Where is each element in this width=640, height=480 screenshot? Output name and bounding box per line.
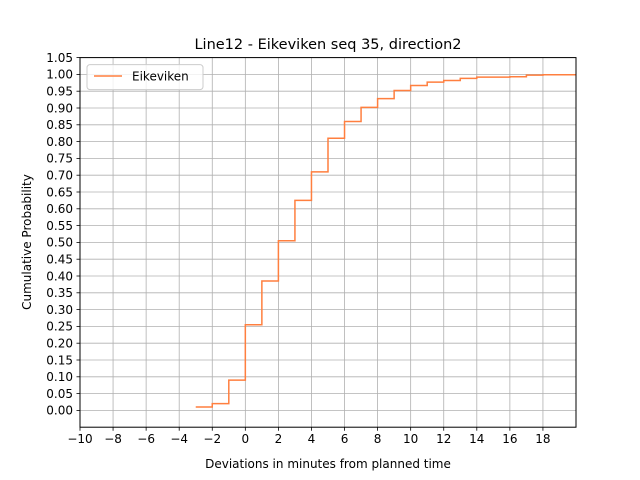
- x-axis-label: Deviations in minutes from planned time: [205, 457, 451, 471]
- x-tick-label: 0: [242, 432, 250, 446]
- y-tick-label: 0.10: [46, 370, 73, 384]
- x-tick-label: −6: [137, 432, 155, 446]
- y-tick-label: 0.25: [46, 320, 73, 334]
- y-tick-label: 0.40: [46, 269, 73, 283]
- x-tick-label: 18: [535, 432, 550, 446]
- y-tick-label: 0.95: [46, 85, 73, 99]
- y-tick-label: 0.45: [46, 253, 73, 267]
- x-tick-label: 8: [374, 432, 382, 446]
- grid: [79, 57, 576, 428]
- y-tick-label: 0.70: [46, 169, 73, 183]
- y-tick-label: 0.90: [46, 101, 73, 115]
- legend-box: [86, 64, 204, 91]
- y-axis-label: Cumulative Probability: [20, 174, 34, 310]
- y-tick-label: 0.60: [46, 202, 73, 216]
- legend-label: Eikeviken: [132, 70, 189, 84]
- y-tick-label: 0.85: [46, 118, 73, 132]
- y-tick-label: 0.80: [46, 135, 73, 149]
- y-tick-label: 0.75: [46, 152, 73, 166]
- y-tick-label: 0.30: [46, 303, 73, 317]
- y-tick-label: 0.65: [46, 185, 73, 199]
- x-axis-ticks: −10 −8 −6 −4 −2 0 2 4 6 8 10 12 14 16 18: [67, 427, 551, 446]
- y-tick-label: 1.05: [46, 51, 73, 65]
- series-line-eikeviken: [195, 73, 576, 408]
- x-tick-label: −4: [170, 432, 188, 446]
- chart-title: Line12 - Eikeviken seq 35, direction2: [194, 37, 461, 53]
- y-tick-label: 0.05: [46, 387, 73, 401]
- y-tick-label: 1.00: [46, 68, 73, 82]
- x-tick-label: 12: [436, 432, 451, 446]
- x-tick-label: 6: [341, 432, 349, 446]
- y-tick-label: 0.00: [46, 404, 73, 418]
- x-tick-label: 10: [403, 432, 418, 446]
- legend: Eikeviken: [86, 64, 204, 91]
- y-tick-label: 0.50: [46, 236, 73, 250]
- x-tick-label: 4: [308, 432, 316, 446]
- x-tick-label: −8: [104, 432, 122, 446]
- x-tick-label: −10: [67, 432, 92, 446]
- x-tick-label: 2: [275, 432, 283, 446]
- y-tick-label: 0.35: [46, 286, 73, 300]
- x-tick-label: 16: [502, 432, 517, 446]
- y-tick-label: 0.15: [46, 353, 73, 367]
- x-tick-label: −2: [203, 432, 221, 446]
- y-tick-label: 0.55: [46, 219, 73, 233]
- series-layer: [195, 73, 576, 408]
- y-tick-label: 0.20: [46, 337, 73, 351]
- x-tick-label: 14: [469, 432, 484, 446]
- y-axis-ticks: 0.00 0.05 0.10 0.15 0.20 0.25 0.30 0.35 0.40 0.45…: [46, 51, 80, 418]
